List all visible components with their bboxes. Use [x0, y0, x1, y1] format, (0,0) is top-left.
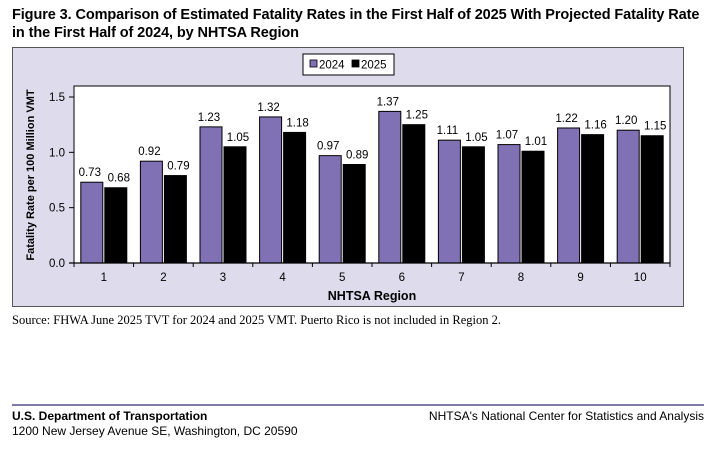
x-tick-label: 9 [577, 272, 583, 284]
x-axis-label: NHTSA Region [328, 289, 416, 303]
data-label-2025: 1.16 [584, 120, 606, 132]
data-label-2024: 1.07 [496, 130, 518, 142]
y-tick-label: 1.5 [49, 92, 65, 104]
x-tick-label: 5 [339, 272, 345, 284]
y-axis-label: Fatality Rate per 100 Million VMT [25, 89, 37, 260]
bar-chart: 0.0 0.5 1.0 1.5 1 0.73 0.68 2 0.92 0.79 3 1.23 1.05 4… [25, 53, 671, 303]
bar-2024 [259, 116, 283, 264]
legend-swatch-2025 [351, 59, 360, 68]
x-tick-label: 10 [634, 272, 647, 284]
data-label-2025: 1.25 [406, 110, 428, 122]
x-tick-label: 1 [101, 272, 107, 284]
data-label-2024: 1.22 [555, 113, 577, 125]
data-label-2024: 0.92 [138, 146, 160, 158]
bar-2025 [461, 146, 485, 264]
y-tick-label: 1.0 [49, 147, 65, 159]
bar-2025 [581, 134, 605, 264]
x-tick-label: 8 [518, 272, 524, 284]
plot-area [73, 85, 671, 264]
data-label-2024: 1.23 [198, 112, 220, 124]
bar-2024 [80, 181, 104, 264]
bar-2024 [139, 160, 163, 264]
bar-2024 [318, 155, 342, 264]
data-label-2024: 0.73 [79, 167, 101, 179]
bar-2025 [163, 175, 187, 264]
data-label-2025: 1.05 [465, 132, 487, 144]
bar-2024 [557, 127, 581, 264]
legend-box [302, 53, 395, 76]
x-tick-label: 7 [458, 272, 464, 284]
bar-2025 [223, 146, 247, 264]
data-label-2025: 0.68 [108, 173, 130, 185]
data-label-2025: 0.89 [346, 150, 368, 162]
footer-divider [12, 404, 704, 406]
data-label-2025: 1.18 [286, 117, 308, 129]
legend-label-2024: 2024 [319, 60, 345, 72]
bar-2024 [616, 129, 640, 264]
x-tick-label: 3 [220, 272, 226, 284]
bar-2024 [437, 139, 461, 264]
bar-2024 [378, 110, 402, 264]
data-label-2024: 0.97 [317, 141, 339, 153]
y-tick-label: 0.5 [49, 203, 65, 215]
bar-2025 [342, 164, 366, 264]
bar-2025 [640, 135, 664, 264]
bar-2025 [283, 131, 307, 264]
footer-address: 1200 New Jersey Avenue SE, Washington, D… [12, 424, 298, 438]
x-tick-label: 2 [160, 272, 166, 284]
data-label-2025: 1.15 [644, 121, 666, 133]
legend-swatch-2024 [309, 59, 318, 68]
source-note: Source: FHWA June 2025 TVT for 2024 and … [12, 313, 501, 327]
legend-label-2025: 2025 [361, 60, 387, 72]
y-tick-label: 0.0 [49, 258, 65, 270]
data-label-2024: 1.11 [437, 125, 459, 137]
data-label-2024: 1.32 [257, 102, 279, 114]
data-label-2025: 1.05 [227, 132, 249, 144]
bar-2025 [104, 187, 128, 264]
bar-2025 [402, 124, 426, 264]
footer-org-name: U.S. Department of Transportation [12, 409, 208, 423]
footer-center-name: NHTSA's National Center for Statistics a… [428, 409, 704, 423]
data-label-2025: 0.79 [167, 161, 189, 173]
bar-2024 [497, 144, 521, 264]
data-label-2025: 1.01 [525, 136, 547, 148]
figure-title: Figure 3. Comparison of Estimated Fatali… [12, 7, 700, 41]
x-tick-label: 6 [399, 272, 405, 284]
bar-2024 [199, 126, 223, 264]
bar-2025 [521, 150, 545, 264]
x-tick-label: 4 [279, 272, 286, 284]
data-label-2024: 1.37 [377, 96, 399, 108]
data-label-2024: 1.20 [615, 115, 637, 127]
